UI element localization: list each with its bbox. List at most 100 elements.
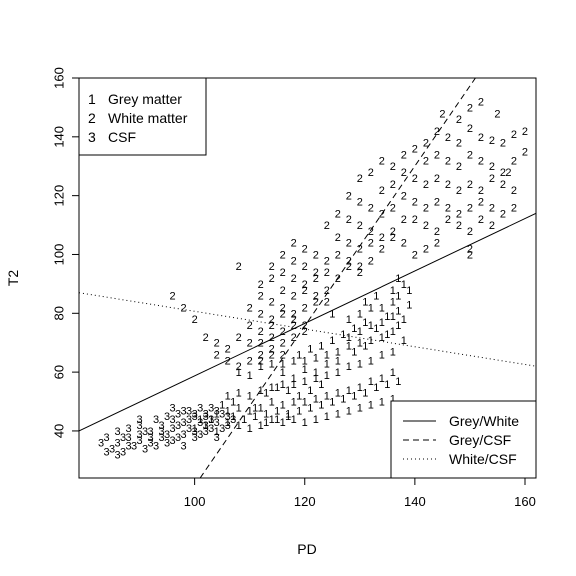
plot-frame — [78, 77, 537, 479]
data-point: 1 — [291, 397, 297, 409]
data-point: 1 — [258, 385, 264, 397]
data-point: 1 — [357, 308, 363, 320]
data-point: 2 — [401, 238, 407, 250]
data-point: 2 — [434, 238, 440, 250]
data-point: 1 — [362, 297, 368, 309]
data-point: 2 — [302, 326, 308, 338]
data-point: 1 — [236, 388, 242, 400]
data-point: 1 — [307, 402, 313, 414]
data-point: 1 — [263, 388, 269, 400]
data-point: 2 — [478, 197, 484, 209]
data-point: 1 — [269, 414, 275, 426]
data-point: 3 — [153, 441, 159, 453]
data-point: 2 — [181, 302, 187, 314]
data-point: 3 — [131, 441, 137, 453]
data-point: 1 — [225, 391, 231, 403]
data-point: 1 — [335, 388, 341, 400]
data-point: 1 — [379, 317, 385, 329]
data-point: 1 — [247, 423, 253, 435]
axes: 100 120 140 160 40 60 80 100 120 140 160 PD T2 — [5, 67, 537, 557]
y-tick-label: 120 — [51, 185, 66, 207]
data-point: 2 — [302, 244, 308, 256]
data-point: 2 — [280, 326, 286, 338]
data-point: 2 — [357, 173, 363, 185]
data-point: 2 — [401, 214, 407, 226]
data-point: 1 — [346, 332, 352, 344]
data-point: 2 — [467, 102, 473, 114]
data-point: 1 — [362, 317, 368, 329]
data-point: 1 — [307, 385, 313, 397]
data-point: 3 — [120, 447, 126, 459]
data-point: 1 — [351, 347, 357, 359]
data-point: 2 — [456, 161, 462, 173]
data-point: 2 — [511, 155, 517, 167]
data-point: 2 — [357, 197, 363, 209]
data-point: 2 — [434, 126, 440, 138]
data-point: 1 — [346, 385, 352, 397]
data-point: 1 — [379, 373, 385, 385]
data-point: 2 — [236, 361, 242, 373]
data-point: 2 — [478, 132, 484, 144]
data-point: 2 — [335, 208, 341, 220]
data-point: 1 — [401, 279, 407, 291]
data-point: 1 — [362, 388, 368, 400]
data-point: 2 — [456, 220, 462, 232]
legend-label-grey-white: Grey/White — [449, 413, 519, 429]
data-point: 2 — [390, 161, 396, 173]
data-point: 2 — [346, 214, 352, 226]
data-point: 2 — [423, 244, 429, 256]
data-point: 2 — [258, 308, 264, 320]
data-point: 1 — [335, 355, 341, 367]
data-point: 1 — [368, 335, 374, 347]
data-point: 3 — [164, 411, 170, 423]
data-point: 1 — [324, 411, 330, 423]
data-point: 1 — [329, 397, 335, 409]
data-point: 2 — [247, 338, 253, 350]
data-point: 1 — [280, 367, 286, 379]
data-point: 1 — [346, 341, 352, 353]
data-point: 1 — [313, 367, 319, 379]
data-point: 2 — [324, 267, 330, 279]
data-point: 3 — [203, 426, 209, 438]
data-point: 2 — [434, 149, 440, 161]
data-point: 2 — [291, 332, 297, 344]
data-point: 1 — [324, 370, 330, 382]
data-point: 2 — [478, 97, 484, 109]
data-point: 1 — [390, 311, 396, 323]
data-point: 2 — [456, 185, 462, 197]
data-point: 1 — [324, 391, 330, 403]
data-point: 3 — [181, 429, 187, 441]
data-point: 2 — [313, 273, 319, 285]
data-point: 1 — [313, 373, 319, 385]
data-point: 1 — [313, 394, 319, 406]
y-tick-label: 40 — [51, 424, 66, 438]
data-point: 1 — [329, 308, 335, 320]
data-point: 3 — [103, 432, 109, 444]
data-point: 1 — [406, 285, 412, 297]
data-point: 3 — [230, 414, 236, 426]
x-tick-label: 160 — [514, 494, 536, 509]
data-point: 2 — [247, 355, 253, 367]
y-tick-label: 80 — [51, 306, 66, 320]
data-point: 3 — [186, 414, 192, 426]
series-1: 1 1 11 1 1 1 1 1 1 1 1 1 1 1 1 1 1 11 1 1 1 1 1 1 1 1 1 1 1 1 1 1 1 11 1 1 1… — [192, 273, 413, 438]
data-point: 1 — [302, 397, 308, 409]
data-point: 2 — [269, 344, 275, 356]
data-point: 1 — [269, 358, 275, 370]
data-point: 2 — [324, 285, 330, 297]
data-point: 1 — [390, 394, 396, 406]
data-point: 3 — [225, 420, 231, 432]
data-point: 3 — [148, 438, 154, 450]
data-point: 2 — [346, 261, 352, 273]
data-point: 1 — [280, 379, 286, 391]
data-point: 3 — [170, 435, 176, 447]
data-point: 2 — [302, 261, 308, 273]
data-point: 1 — [269, 382, 275, 394]
data-point: 1 — [263, 417, 269, 429]
data-point: 2 — [291, 238, 297, 250]
data-point: 1 — [236, 367, 242, 379]
data-point: 3 — [181, 417, 187, 429]
data-point: 2 — [505, 167, 511, 179]
data-point: 1 — [307, 344, 313, 356]
